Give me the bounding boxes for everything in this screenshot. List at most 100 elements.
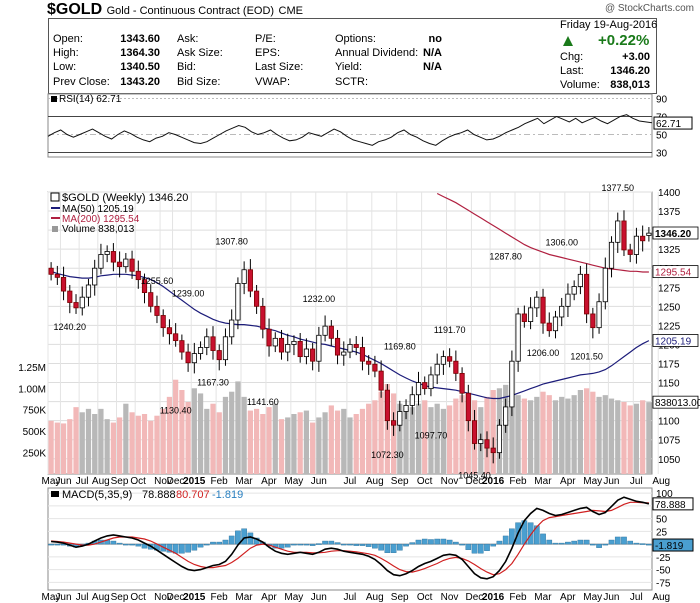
macd-legend-hist: -1.819 xyxy=(212,489,243,501)
volume-bar xyxy=(247,410,253,474)
volume-bar xyxy=(229,391,235,474)
candle-body xyxy=(353,344,359,348)
macd-histogram-bar xyxy=(527,522,534,545)
candle-body xyxy=(453,360,459,374)
macd-histogram-bar xyxy=(633,542,640,545)
price-annotation: 1306.00 xyxy=(545,238,578,248)
candle-body xyxy=(185,351,191,364)
macd-line xyxy=(51,496,650,580)
volume-legend: Volume 838,013 xyxy=(62,224,135,235)
macd-panel-frame xyxy=(47,487,653,591)
volume-bar xyxy=(210,403,216,474)
macd-histogram-bar xyxy=(428,539,434,545)
rsi-tick-label: 30 xyxy=(656,149,668,160)
candle-body xyxy=(104,251,110,255)
volume-bar xyxy=(260,414,266,474)
candle-body xyxy=(415,382,422,396)
price-annotation: 1307.80 xyxy=(215,236,248,246)
volume-bar xyxy=(366,403,372,474)
quote-field-label: SCTR: xyxy=(335,76,368,88)
last-price-label: 1346.20 xyxy=(655,229,692,240)
macd-histogram-bar xyxy=(627,540,634,545)
candle-body xyxy=(403,405,409,412)
volume-bar xyxy=(397,403,403,474)
volume-bar xyxy=(148,420,154,474)
instrument-description: Gold - Continuous Contract (EOD) xyxy=(106,5,275,17)
candle-body xyxy=(384,389,390,422)
volume-bar xyxy=(253,408,260,474)
macd-legend-signal: 80.707 xyxy=(176,489,210,501)
macd-histogram-bar xyxy=(446,539,453,545)
candle-body xyxy=(602,267,608,303)
macd-histogram-bar xyxy=(228,535,235,545)
candle-body xyxy=(79,296,85,309)
volume-bar xyxy=(341,408,347,474)
price-legend: $GOLD (Weekly) 1346.20 xyxy=(62,192,188,204)
change-percent: +0.22% xyxy=(598,32,650,49)
volume-axis-label: 1.00M xyxy=(18,384,46,395)
price-tick-label: 1075 xyxy=(658,436,681,447)
volume-bar xyxy=(415,403,422,474)
volume-bar xyxy=(559,396,565,474)
last-label: Last: xyxy=(560,65,584,77)
x-axis-label-bottom: Mar xyxy=(534,592,552,603)
quote-date: Friday 19-Aug-2016 xyxy=(560,19,658,31)
x-axis-label: Feb xyxy=(211,476,229,487)
volume-bar xyxy=(615,400,621,474)
volume-bar xyxy=(67,419,73,474)
candle-body xyxy=(640,235,646,242)
volume-bar xyxy=(272,403,278,474)
volume-axis-label: 250K xyxy=(23,449,47,460)
x-axis-label-bottom: Aug xyxy=(652,592,670,603)
price-tick-label: 1250 xyxy=(658,302,681,313)
rsi-panel-frame xyxy=(47,93,653,158)
volume-axis-label: 500K xyxy=(23,427,47,438)
price-annotation: 1232.00 xyxy=(303,294,336,304)
rsi-tick-label: 50 xyxy=(656,131,668,142)
volume-bar xyxy=(92,414,98,474)
price-tick-label: 1325 xyxy=(658,245,681,256)
volume-bar xyxy=(322,412,328,474)
quote-field-label: Bid: xyxy=(177,61,196,73)
macd-histogram-bar xyxy=(353,543,360,546)
x-axis-label-bottom: Nov xyxy=(441,592,459,603)
candle-body xyxy=(577,273,583,287)
volume-bar xyxy=(627,405,633,474)
macd-histogram-bar xyxy=(334,542,341,545)
price-annotation: 1141.60 xyxy=(247,397,279,407)
macd-histogram-bar xyxy=(415,539,422,545)
candle-body xyxy=(422,382,428,390)
macd-histogram-bar xyxy=(471,543,478,554)
volume-bar xyxy=(141,414,148,474)
volume-axis-label: 750K xyxy=(23,406,47,417)
x-axis-label: Dec xyxy=(466,476,484,487)
volume-bar xyxy=(104,419,110,474)
price-annotation: 1255.60 xyxy=(141,276,174,286)
macd-histogram-bar xyxy=(179,543,185,554)
candle-body xyxy=(141,279,148,294)
macd-tick-label: -25 xyxy=(656,553,671,564)
macd-histogram-bar xyxy=(590,543,596,546)
candle-body xyxy=(54,273,60,278)
candle-body xyxy=(291,340,297,345)
quote-field-label: High: xyxy=(53,47,79,59)
candle-body xyxy=(372,363,378,372)
quote-field-label: EPS: xyxy=(255,47,281,59)
candle-body xyxy=(254,290,260,307)
macd-histogram-bar xyxy=(141,543,148,549)
x-axis-label: Oct xyxy=(130,476,146,487)
macd-histogram-bar xyxy=(347,543,353,546)
macd-histogram-bar xyxy=(241,528,247,545)
x-axis-label: Aug xyxy=(366,476,384,487)
price-legend-swatch xyxy=(50,192,60,202)
candle-body xyxy=(60,276,67,292)
macd-histogram-bar xyxy=(135,543,142,547)
quote-field-value: 1340.50 xyxy=(120,61,160,73)
x-axis-label: Sep xyxy=(391,476,409,487)
x-axis-label: Mar xyxy=(534,476,552,487)
volume-bar xyxy=(197,393,204,474)
macd-histogram-bar xyxy=(502,535,509,545)
volume-bar xyxy=(422,400,428,474)
up-arrow-icon xyxy=(562,34,574,52)
rsi-value-label: 62.71 xyxy=(656,119,681,130)
